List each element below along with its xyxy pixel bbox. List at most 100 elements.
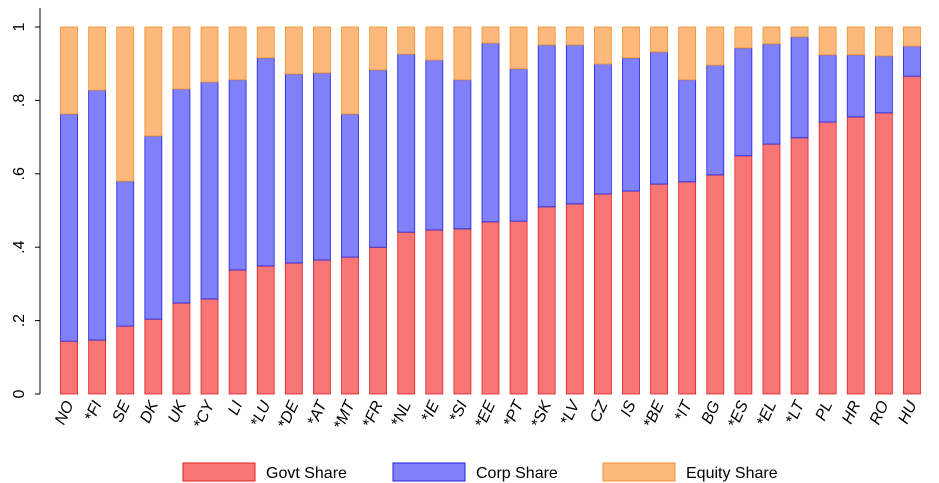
bar-segment: [650, 183, 668, 395]
x-tick-label: *DE: [275, 398, 303, 431]
bar-segment: [144, 318, 163, 395]
bar-segment: [60, 113, 78, 342]
x-tick-label: NO: [52, 399, 78, 428]
bar-segment: [734, 155, 753, 395]
bar-segment: [537, 206, 556, 395]
bar-segment: [481, 42, 500, 223]
bar-segment: [481, 221, 500, 395]
bar-segment: [116, 180, 135, 327]
bar-segment: [650, 26, 668, 53]
bar-segment: [846, 26, 865, 56]
x-tick-label: UK: [165, 397, 190, 426]
bar-segment: [846, 54, 865, 118]
bar-segment: [903, 45, 921, 77]
bar-segment: [565, 26, 584, 46]
bar-segment: [846, 116, 865, 395]
bar-segment: [903, 75, 921, 395]
x-tick-label: *MT: [331, 397, 359, 432]
x-tick-label: PL: [813, 399, 837, 424]
bar-segment: [734, 26, 753, 49]
bar-segment: [537, 44, 556, 208]
bar-segment: [593, 63, 612, 195]
x-tick-label: BG: [699, 399, 724, 427]
y-tick-label: .8: [11, 94, 28, 107]
bar-segment: [874, 26, 893, 57]
bar-segment: [678, 26, 697, 81]
x-tick-label: CZ: [587, 397, 612, 425]
legend-label: Equity Share: [686, 465, 778, 482]
bar-segment: [116, 26, 135, 182]
bar-segment: [622, 190, 640, 395]
x-tick-label: *LU: [248, 398, 275, 430]
bar-segment: [622, 26, 640, 59]
y-tick-label: .2: [11, 314, 28, 327]
bar-segment: [481, 26, 500, 44]
bar-segment: [172, 88, 191, 304]
bar-segment: [509, 26, 528, 70]
bar-segment: [425, 59, 444, 231]
bar-segment: [60, 340, 78, 395]
bar-segment: [762, 43, 781, 145]
bar-segment: [734, 47, 753, 157]
bar-segment: [200, 26, 219, 83]
bar-segment: [509, 220, 528, 395]
bar-segment: [172, 302, 191, 395]
bar-segment: [88, 89, 107, 341]
y-tick-label: .4: [11, 240, 28, 253]
y-tick-label: .6: [11, 167, 28, 180]
bar-segment: [313, 26, 331, 74]
bar-segment: [341, 26, 359, 115]
bar-segment: [453, 26, 472, 81]
bar-segment: [144, 26, 163, 137]
bar-segment: [284, 26, 303, 75]
bar-segment: [425, 229, 444, 395]
bar-segment: [762, 26, 781, 45]
bar-segment: [228, 26, 247, 81]
x-tick-label: LI: [225, 398, 246, 418]
bar-segment: [650, 51, 668, 185]
bar-segment: [678, 79, 697, 183]
x-tick-label: *FR: [360, 398, 387, 431]
x-tick-label: *IE: [419, 398, 444, 425]
bar-segment: [565, 203, 584, 395]
x-tick-label: *EL: [754, 399, 780, 430]
bar-segment: [593, 26, 612, 65]
bar-segment: [172, 26, 191, 90]
bar-segment: [200, 81, 219, 300]
x-tick-label: *SK: [528, 397, 556, 430]
bar-segment: [256, 26, 275, 59]
bar-segment: [284, 262, 303, 395]
bar-segment: [228, 269, 247, 395]
x-tick-label: *SI: [447, 398, 472, 425]
bar-segment: [397, 231, 416, 395]
bar-segment: [369, 246, 388, 395]
x-tick-label: *FI: [82, 398, 106, 424]
x-tick-label: IS: [618, 398, 640, 419]
bar-segment: [874, 112, 893, 395]
bar-segment: [509, 68, 528, 222]
bar-segment: [256, 265, 275, 395]
y-tick-label: 1: [11, 22, 28, 31]
bar-segment: [537, 26, 556, 46]
x-tick-label: *CY: [191, 397, 219, 431]
x-tick-label: *BE: [641, 398, 668, 430]
legend-swatch: [182, 462, 256, 482]
bar-segment: [706, 26, 725, 66]
bar-segment: [397, 53, 416, 233]
bar-segment: [818, 26, 837, 56]
bar-segment: [397, 26, 416, 55]
bar-segment: [818, 54, 837, 123]
x-tick-label: *EE: [472, 398, 499, 430]
bar-segment: [284, 73, 303, 264]
bar-segment: [453, 228, 472, 395]
bar-segment: [903, 26, 921, 47]
bar-segment: [622, 57, 640, 192]
bar-segment: [565, 44, 584, 205]
bar-segment: [453, 79, 472, 230]
x-tick-label: *NL: [388, 399, 415, 430]
bar-segment: [790, 137, 809, 395]
bar-segment: [341, 113, 359, 258]
bar-segment: [116, 325, 135, 395]
bar-segment: [425, 26, 444, 61]
